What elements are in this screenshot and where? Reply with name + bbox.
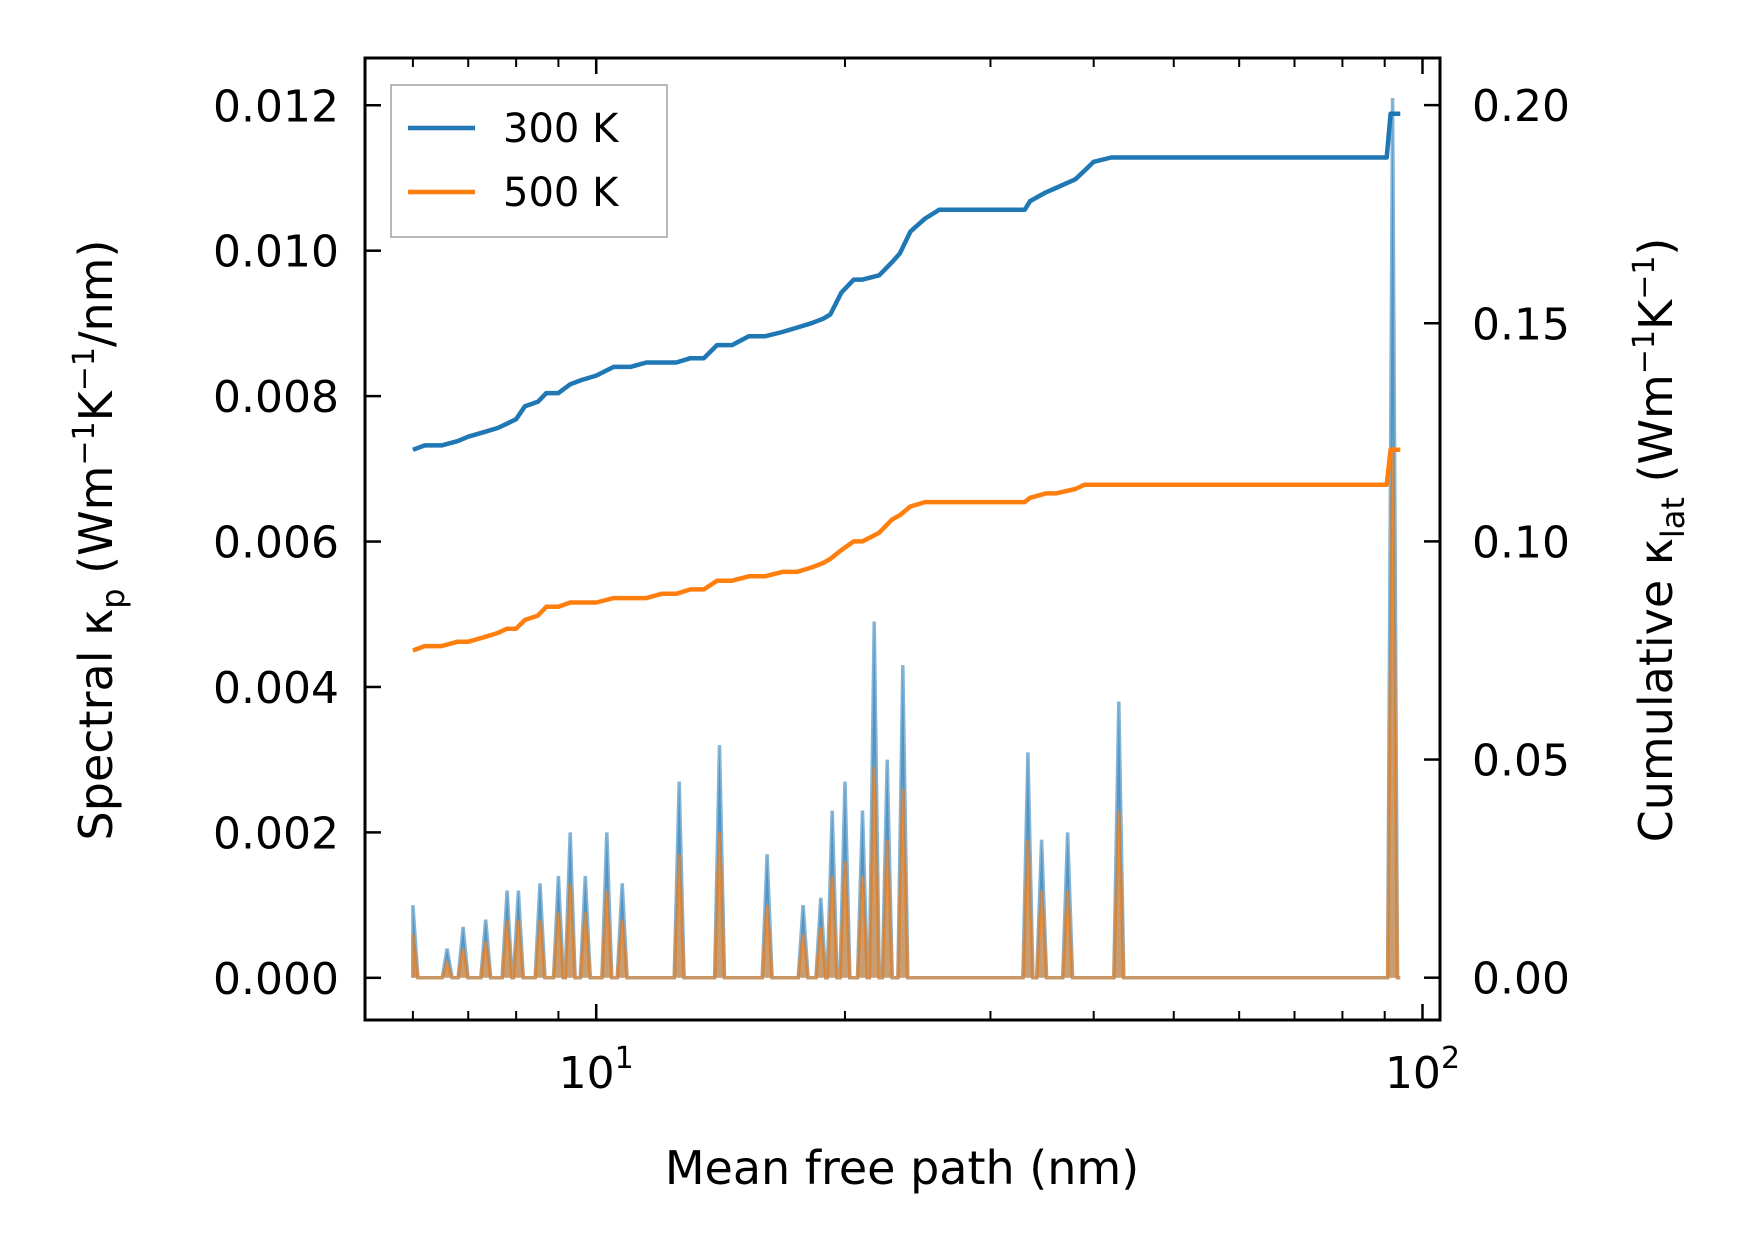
y-tick-label-left: 0.010 [213,227,339,278]
y-tick-label-right: 0.05 [1472,736,1570,787]
plot-frame [363,56,1442,1022]
x-axis-label: Mean free path (nm) [665,1141,1139,1195]
legend-box [390,84,668,238]
y-tick-label-right: 0.15 [1472,299,1570,350]
y-tick-label-left: 0.008 [213,372,339,423]
spectral-areas [411,97,1401,980]
y-tick-label-left: 0.002 [213,808,339,859]
axis-ticks: 0.000 0.002 0.004 0.006 0.008 0.010 0.012 0.00 0… [213,58,1570,1099]
y-tick-label-right: 0.20 [1472,81,1570,132]
y-tick-label-right: 0.00 [1472,954,1570,1005]
y-axis-label-right: Cumulative κlat (Wm−1K−1) [1627,238,1692,843]
y-tick-label-left: 0.000 [213,954,339,1005]
legend: 300 K 500 K [390,84,668,238]
cumulative-line-300k [412,111,1401,452]
y-tick-label-right: 0.10 [1472,517,1570,568]
y-tick-label-left: 0.004 [213,663,339,714]
y-axis-label-left: Spectral κp (Wm−1K−1/nm) [67,240,132,841]
y-tick-label-left: 0.012 [213,81,339,132]
y-tick-label-left: 0.006 [213,518,339,569]
legend-label-500k: 500 K [503,170,620,216]
x-tick-label: 101 [559,1041,634,1099]
cumulative-line-500k [412,447,1401,653]
spectral-line-500k [411,446,1401,980]
cumulative-lines [412,111,1401,653]
legend-label-300k: 300 K [503,106,620,152]
x-tick-label: 102 [1385,1041,1460,1099]
